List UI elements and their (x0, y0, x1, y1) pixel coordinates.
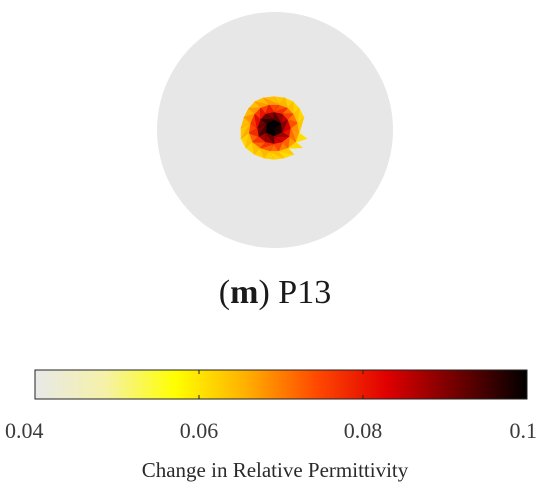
colorbar: 0.04 0.06 0.08 0.1 Change in Relative Permi… (5, 369, 537, 482)
inclusion-mesh-element (282, 136, 290, 150)
inclusion-mesh-element (251, 136, 267, 143)
inclusion-mesh-element (297, 116, 305, 134)
inclusion-mesh-element (265, 132, 275, 146)
inclusion-mesh-element (258, 142, 275, 150)
panel-letter: m (230, 274, 259, 311)
inclusion-mesh-element (295, 132, 308, 143)
inclusion-mesh-element (263, 97, 280, 105)
inclusion-mesh-element (289, 127, 297, 144)
colorbar-tick-label: 0.08 (344, 418, 383, 443)
inclusion-mesh-element (245, 131, 253, 149)
inclusion-mesh-element (248, 127, 259, 138)
inclusion-mesh-element (273, 110, 283, 125)
inclusion-mesh-element (259, 147, 270, 159)
inclusion-mesh-element (259, 118, 275, 124)
colorbar-tick-label: 0.1 (510, 418, 538, 443)
inclusion-mesh-element (281, 113, 295, 120)
inclusion-mesh-element (273, 141, 284, 153)
inclusion-mesh-element (254, 101, 271, 108)
colorbar-tick-label: 0.06 (180, 418, 219, 443)
colorbar-ticks: 0.04 0.06 0.08 0.1 (5, 370, 537, 443)
inclusion-mesh-element (248, 107, 262, 115)
inclusion-mesh-element (240, 122, 251, 139)
inclusion-mesh-element (251, 141, 261, 155)
panel-label: P13 (278, 274, 332, 311)
inclusion-mesh-element (265, 103, 275, 115)
inclusion-mesh-element (287, 100, 294, 115)
inclusion-mesh-element (253, 112, 261, 130)
inclusion-mesh-element (273, 132, 290, 137)
colorbar-gradient (34, 369, 528, 400)
panel-caption: (m) P13 (218, 274, 332, 311)
colorbar-label: Change in Relative Permittivity (142, 458, 409, 482)
colorbar-tick-label: 0.04 (5, 418, 44, 443)
inclusion-mesh-element (269, 151, 285, 159)
inclusion-mesh-element (278, 148, 295, 155)
inclusion-mesh-element (243, 113, 255, 124)
inclusion-mesh-element (287, 141, 303, 149)
inclusion-mesh-element (273, 123, 282, 129)
inclusion-mesh-element (280, 118, 289, 133)
inclusion-mesh-element (278, 97, 289, 109)
inclusion-mesh-element (287, 118, 299, 129)
inclusion-mesh-element (258, 123, 267, 137)
inclusion-mesh-element (272, 107, 289, 114)
inclusion-mesh-element (259, 106, 266, 121)
inclusion-anomaly (240, 96, 308, 160)
inclusion-mesh-element (293, 107, 300, 125)
